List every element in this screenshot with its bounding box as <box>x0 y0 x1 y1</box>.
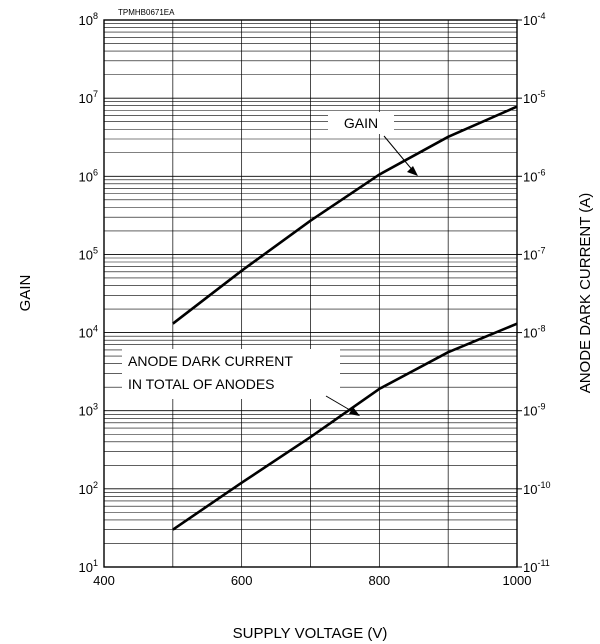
series-layer <box>172 105 518 531</box>
annotation-dark-current-arrowhead <box>349 407 360 416</box>
y-tick-label-right: 10-4 <box>523 11 545 28</box>
annotation-gain: GAIN <box>328 112 418 176</box>
annotation-dark-current-line1: ANODE DARK CURRENT <box>128 353 293 369</box>
y-tick-label-left: 104 <box>79 324 98 341</box>
ticks-layer: 400 600 800 1000 101 102 103 104 105 106 107 108 10-… <box>79 11 551 588</box>
x-tick-label: 600 <box>231 573 253 588</box>
annotation-gain-arrowhead <box>407 166 418 176</box>
x-tick-label: 400 <box>93 573 115 588</box>
annotation-gain-leader <box>383 135 415 173</box>
annotation-gain-text: GAIN <box>344 115 378 131</box>
y-tick-label-right: 10-8 <box>523 324 545 341</box>
y-axis-label-right: ANODE DARK CURRENT (A) <box>577 193 594 394</box>
series-line-dark-current <box>172 322 518 531</box>
y-tick-label-left: 107 <box>79 89 98 106</box>
series-line-gain <box>172 105 518 325</box>
y-tick-label-left: 106 <box>79 167 98 184</box>
y-tick-label-left: 102 <box>79 480 98 497</box>
x-tick-label: 1000 <box>503 573 532 588</box>
y-tick-label-right: 10-7 <box>523 245 545 262</box>
figure-code: TPMHB0671EA <box>118 8 175 17</box>
grid <box>104 20 517 567</box>
y-tick-label-right: 10-10 <box>523 480 550 497</box>
y-tick-label-right: 10-6 <box>523 167 545 184</box>
y-tick-label-left: 103 <box>79 402 98 419</box>
plot-frame <box>103 19 518 568</box>
y-tick-label-right: 10-5 <box>523 89 545 106</box>
annotation-dark-current: ANODE DARK CURRENT IN TOTAL OF ANODES <box>122 349 360 416</box>
y-axis-label-left: GAIN <box>17 275 34 312</box>
y-tick-label-left: 105 <box>79 245 98 262</box>
x-axis-label: SUPPLY VOLTAGE (V) <box>233 625 388 642</box>
y-tick-label-left: 101 <box>79 558 98 575</box>
annotation-gain-box <box>328 112 394 134</box>
annotation-dark-current-box <box>122 349 340 399</box>
y-tick-label-left: 108 <box>79 11 98 28</box>
annotation-dark-current-line2: IN TOTAL OF ANODES <box>128 376 275 392</box>
y-tick-label-right: 10-9 <box>523 402 545 419</box>
y-tick-label-right: 10-11 <box>523 558 550 575</box>
annotation-dark-current-leader <box>325 395 356 414</box>
x-tick-label: 800 <box>368 573 390 588</box>
